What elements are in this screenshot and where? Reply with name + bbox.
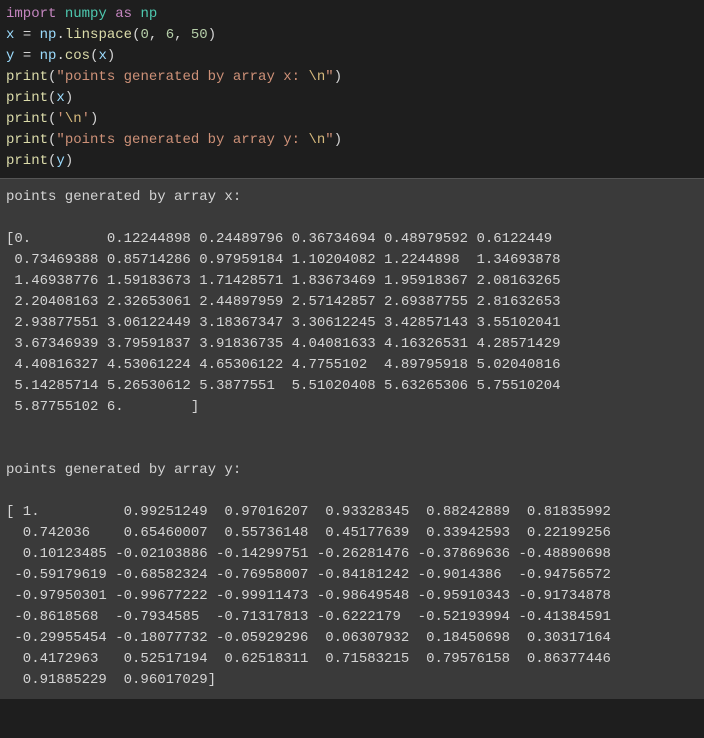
code-editor: import numpy as np x = np.linspace(0, 6,…	[0, 0, 704, 178]
arg-y: y	[56, 153, 64, 169]
output-header-x: points generated by array x:	[6, 189, 250, 205]
output-array-x: [0. 0.12244898 0.24489796 0.36734694 0.4…	[6, 231, 561, 415]
rparen: )	[208, 27, 216, 43]
str-quote: '	[56, 111, 64, 127]
num-50: 50	[191, 27, 208, 43]
escape-n: \n	[65, 111, 82, 127]
ns-np: np	[40, 48, 57, 64]
arg-x: x	[56, 90, 64, 106]
comma: ,	[149, 27, 157, 43]
num-0: 0	[140, 27, 148, 43]
ns-np: np	[40, 27, 57, 43]
str-quote: "	[56, 132, 64, 148]
rparen: )	[334, 132, 342, 148]
dot: .	[56, 27, 64, 43]
arg-x: x	[98, 48, 106, 64]
str-quote: '	[82, 111, 90, 127]
rparen: )	[334, 69, 342, 85]
comma: ,	[174, 27, 182, 43]
str-quote: "	[56, 69, 64, 85]
keyword-import: import	[6, 6, 56, 22]
str-text: points generated by array x:	[65, 69, 309, 85]
rparen: )	[65, 90, 73, 106]
var-x: x	[6, 27, 14, 43]
fn-print: print	[6, 153, 48, 169]
escape-n: \n	[308, 132, 325, 148]
op-eq: =	[23, 27, 31, 43]
var-y: y	[6, 48, 14, 64]
output-header-y: points generated by array y:	[6, 462, 250, 478]
fn-print: print	[6, 90, 48, 106]
output-array-y: [ 1. 0.99251249 0.97016207 0.93328345 0.…	[6, 504, 611, 688]
dot: .	[56, 48, 64, 64]
alias-np: np	[140, 6, 157, 22]
fn-print: print	[6, 69, 48, 85]
fn-linspace: linspace	[65, 27, 132, 43]
module-numpy: numpy	[65, 6, 107, 22]
fn-print: print	[6, 132, 48, 148]
op-eq: =	[23, 48, 31, 64]
keyword-as: as	[115, 6, 132, 22]
fn-print: print	[6, 111, 48, 127]
fn-cos: cos	[65, 48, 90, 64]
str-text: points generated by array y:	[65, 132, 309, 148]
rparen: )	[107, 48, 115, 64]
str-quote: "	[325, 132, 333, 148]
escape-n: \n	[308, 69, 325, 85]
output-panel: points generated by array x: [0. 0.12244…	[0, 178, 704, 699]
str-quote: "	[325, 69, 333, 85]
num-6: 6	[166, 27, 174, 43]
rparen: )	[65, 153, 73, 169]
rparen: )	[90, 111, 98, 127]
